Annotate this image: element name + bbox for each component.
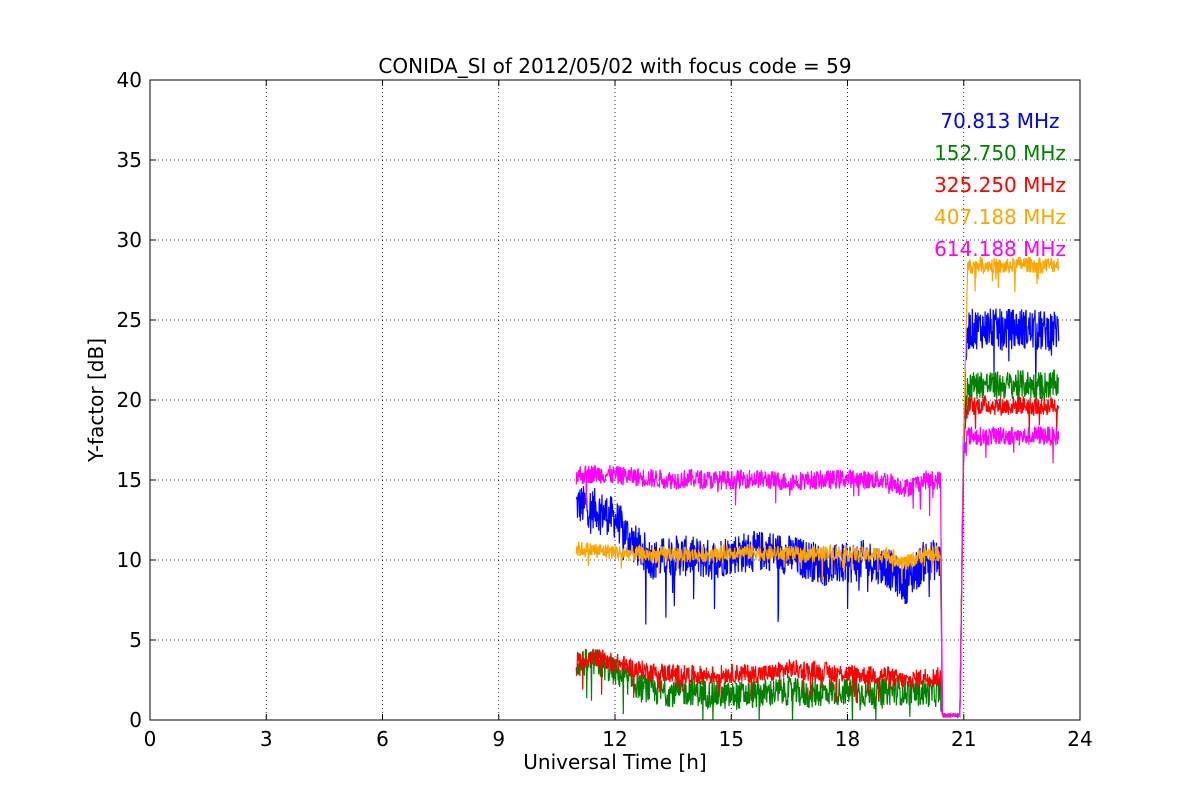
y-tick-label: 15: [117, 468, 142, 492]
series-layer: [575, 256, 1060, 721]
x-tick-label: 24: [1067, 727, 1092, 751]
x-axis-label: Universal Time [h]: [523, 750, 706, 774]
chart-title: CONIDA_SI of 2012/05/02 with focus code …: [378, 54, 851, 78]
series-line-1: [575, 369, 1060, 721]
y-axis: 0 5 10 15 20 25 30 35 40: [117, 68, 1080, 732]
legend: 70.813 MHz 152.750 MHz 325.250 MHz 407.188 …: [934, 109, 1066, 261]
y-axis-label: Y-factor [dB]: [84, 338, 108, 463]
legend-entry-4: 614.188 MHz: [934, 237, 1066, 261]
series-line-3: [575, 256, 1060, 718]
y-tick-label: 5: [129, 628, 142, 652]
y-tick-label: 10: [117, 548, 142, 572]
y-tick-label: 20: [117, 388, 142, 412]
y-tick-label: 30: [117, 228, 142, 252]
series-line-4: [575, 425, 1060, 719]
series-line-0: [575, 308, 1060, 719]
x-tick-label: 21: [951, 727, 976, 751]
x-axis: 0 3 6 9 12 15 18 21 24: [144, 80, 1093, 751]
x-tick-label: 9: [492, 727, 505, 751]
y-tick-label: 40: [117, 68, 142, 92]
x-tick-label: 12: [602, 727, 627, 751]
legend-entry-2: 325.250 MHz: [934, 173, 1066, 197]
y-tick-label: 35: [117, 148, 142, 172]
y-tick-label: 25: [117, 308, 142, 332]
x-tick-label: 18: [835, 727, 860, 751]
series-line-2: [575, 394, 1060, 719]
legend-entry-1: 152.750 MHz: [934, 141, 1066, 165]
x-tick-label: 15: [719, 727, 744, 751]
x-tick-label: 6: [376, 727, 389, 751]
legend-entry-0: 70.813 MHz: [940, 109, 1059, 133]
y-tick-label: 0: [129, 708, 142, 732]
x-tick-label: 0: [144, 727, 157, 751]
legend-entry-3: 407.188 MHz: [934, 205, 1066, 229]
x-tick-label: 3: [260, 727, 273, 751]
